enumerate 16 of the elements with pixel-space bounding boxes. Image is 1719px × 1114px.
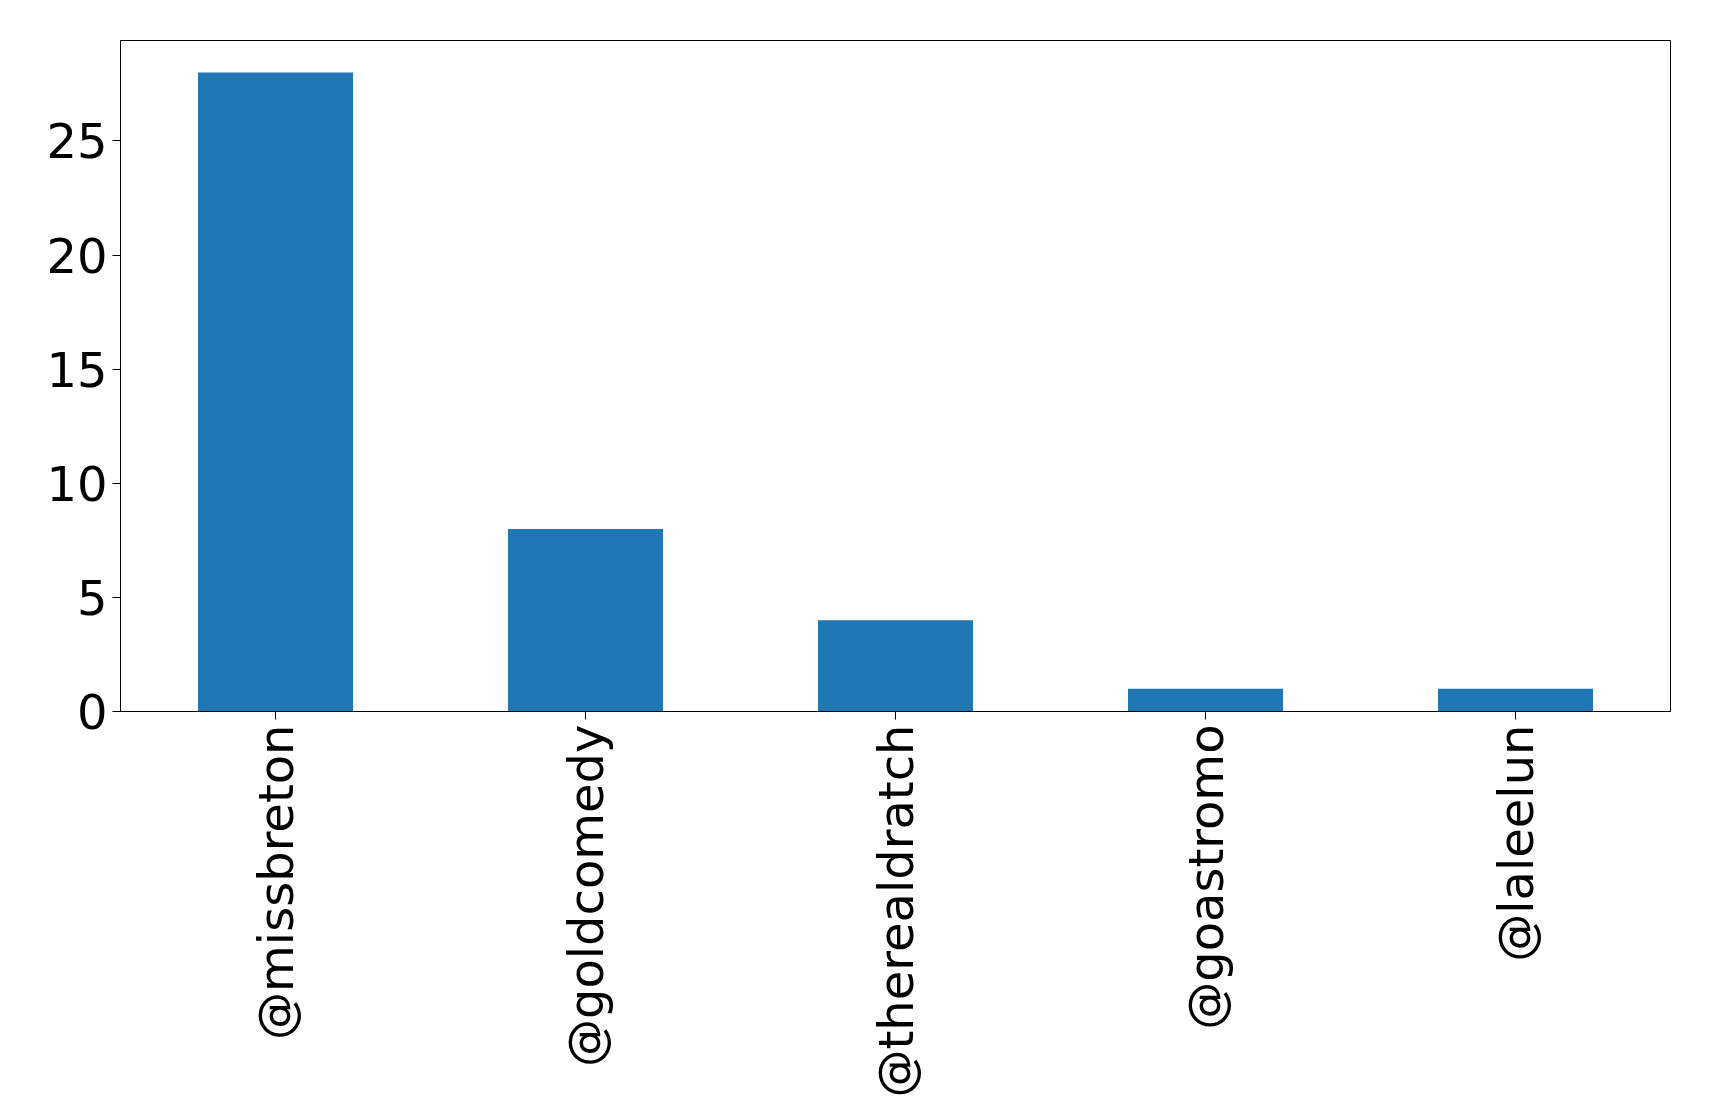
bar [508, 528, 663, 712]
x-tick-label: @missbreton [247, 724, 304, 1040]
x-tick-label: @therealdratch [867, 724, 924, 1098]
y-tick-label: 5 [76, 569, 108, 626]
bar [1438, 688, 1593, 712]
y-tick-label: 20 [46, 227, 108, 284]
bar [198, 72, 353, 712]
x-tick-label: @goastromo [1177, 724, 1234, 1030]
y-tick-label: 15 [46, 341, 108, 398]
x-tick-label: @laleelun [1487, 724, 1544, 962]
y-tick-label: 0 [76, 684, 108, 740]
y-tick-label: 25 [46, 113, 108, 170]
bar [1128, 688, 1283, 712]
x-tick-label: @goldcomedy [557, 724, 614, 1068]
y-tick-label: 10 [46, 455, 108, 512]
bar [818, 620, 973, 712]
